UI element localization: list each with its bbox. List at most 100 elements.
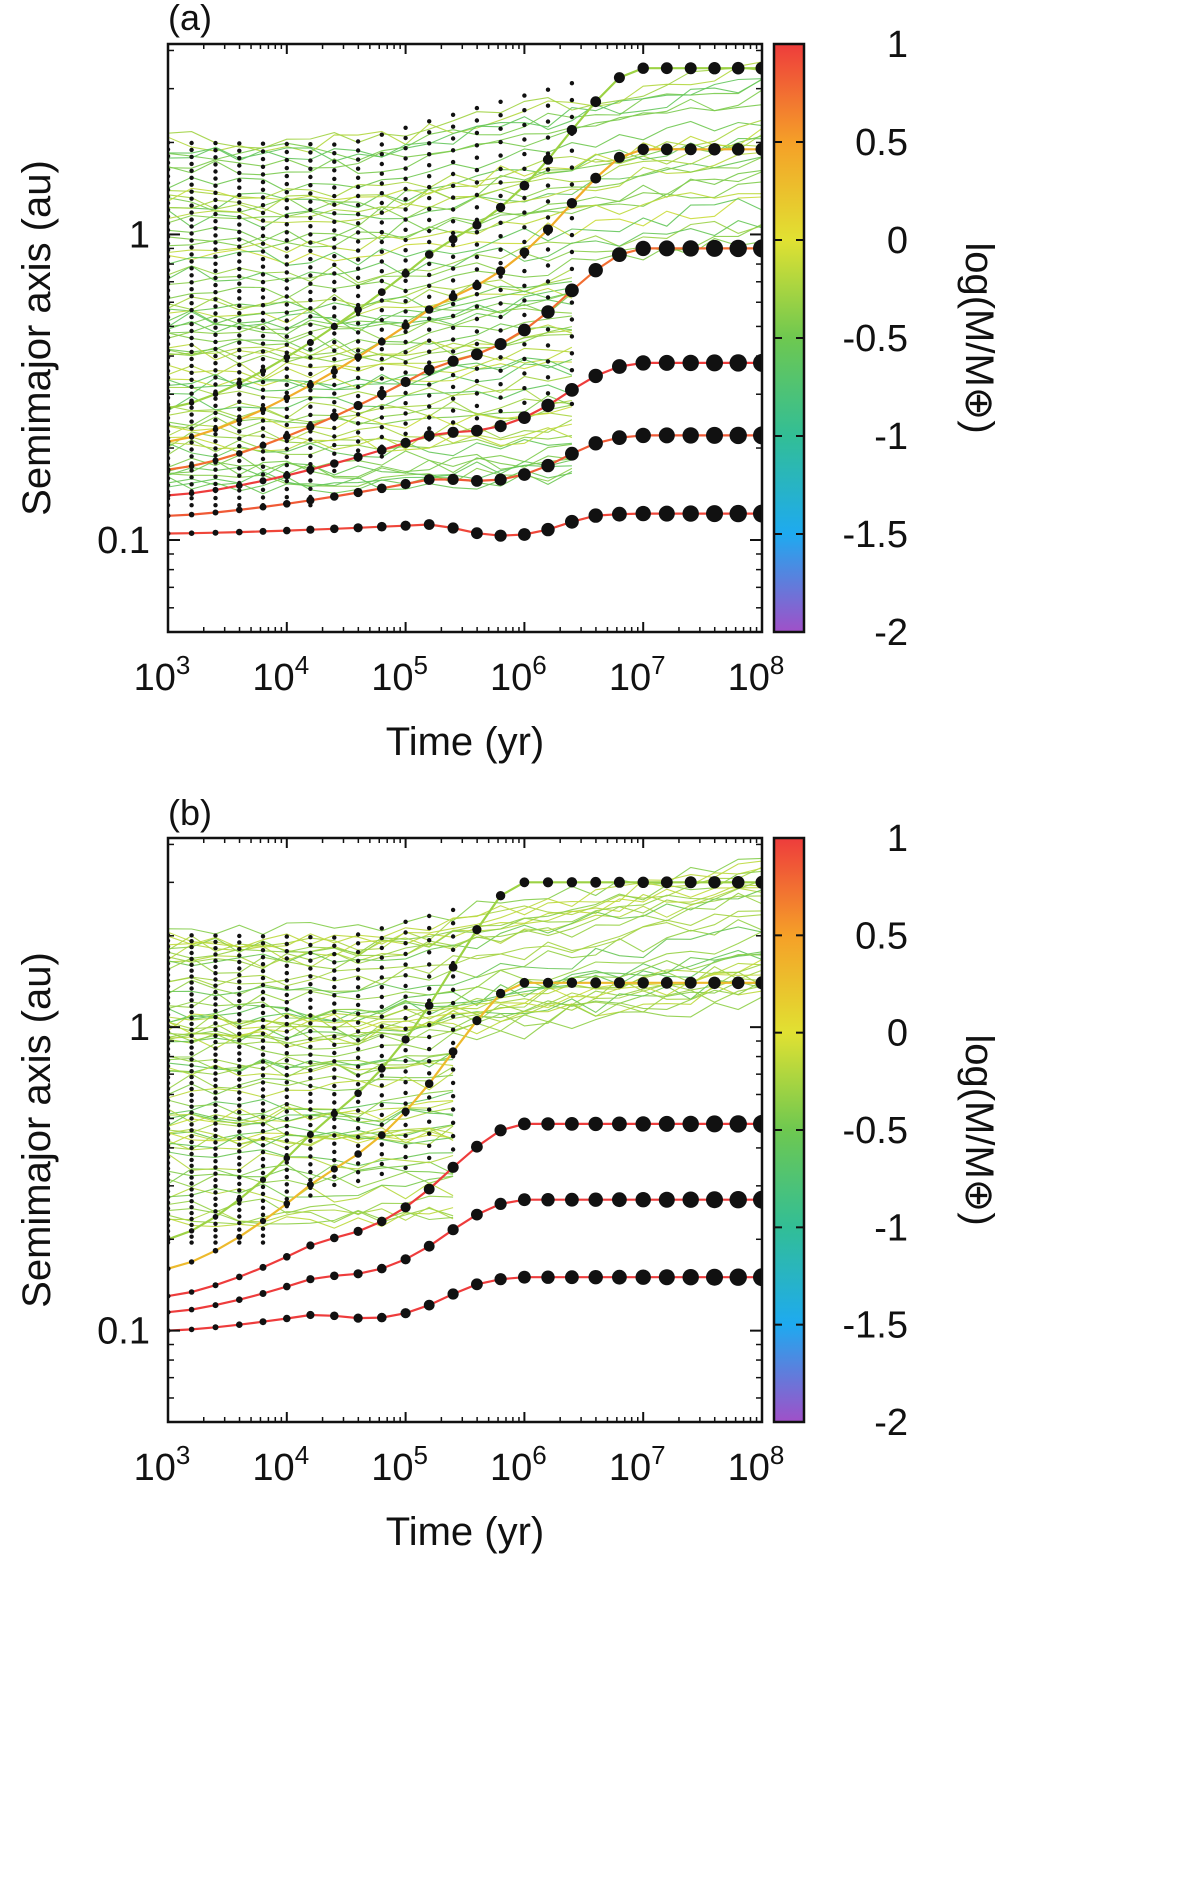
trajectory-line: [168, 171, 762, 247]
body-dot: [498, 153, 503, 158]
body-dot: [237, 1162, 242, 1167]
y-tick-label: 0.1: [97, 520, 150, 562]
body-dot: [284, 342, 289, 347]
body-dot: [403, 197, 408, 202]
body-dot: [403, 329, 408, 334]
planet-dot: [259, 477, 267, 485]
body-dot: [213, 332, 218, 337]
body-dot: [284, 495, 289, 500]
body-dot: [260, 1066, 266, 1071]
body-dot: [213, 1221, 218, 1227]
body-dot: [379, 994, 384, 1000]
body-dot: [260, 203, 266, 208]
planet-dot: [495, 988, 506, 999]
planet-dot: [306, 339, 314, 346]
body-dot: [355, 976, 361, 981]
trajectory-line: [168, 361, 572, 390]
planet-dot: [306, 465, 315, 474]
body-dot: [427, 272, 432, 278]
body-dot: [308, 224, 313, 229]
body-dot: [474, 205, 480, 210]
planet-dot: [423, 1240, 435, 1252]
body-dot: [237, 1220, 242, 1226]
planet-series-5: [168, 142, 762, 445]
body-dot: [332, 159, 337, 164]
body-dot: [569, 334, 575, 339]
planet-dot: [541, 458, 555, 473]
body-dot: [189, 273, 194, 278]
body-dot: [569, 266, 575, 272]
body-dot: [427, 1107, 432, 1112]
body-dot: [189, 440, 194, 445]
body-dot: [379, 269, 384, 274]
trajectory-line: [168, 119, 762, 199]
body-dot: [189, 231, 194, 236]
body-dot: [545, 247, 551, 252]
body-dot: [189, 1134, 194, 1139]
body-dot: [379, 1034, 384, 1039]
body-dot: [189, 314, 194, 320]
body-dot: [522, 210, 527, 215]
body-dot: [308, 997, 313, 1002]
body-dot: [284, 992, 289, 998]
body-dot: [284, 350, 289, 355]
body-dot: [545, 359, 551, 364]
body-dot: [260, 303, 266, 308]
body-dot: [332, 442, 337, 448]
body-dot: [403, 401, 408, 406]
planet-dot: [400, 1202, 411, 1213]
body-dot: [332, 1050, 337, 1056]
planet-dot: [400, 520, 411, 531]
body-dot: [403, 1005, 408, 1010]
planet-dot: [541, 522, 555, 537]
body-dot: [189, 287, 194, 292]
body-dot: [213, 1184, 218, 1189]
body-dot: [237, 1181, 242, 1187]
body-dot: [308, 1162, 313, 1167]
body-dot: [189, 1175, 194, 1180]
planet-dot: [588, 263, 603, 278]
body-dot: [379, 1093, 384, 1098]
planet-dot: [753, 504, 762, 523]
body-dot: [355, 366, 361, 371]
planet-dot: [729, 426, 747, 445]
y-tick-label: 1: [129, 1007, 150, 1049]
trajectory-line: [168, 78, 762, 162]
body-dot: [284, 1123, 289, 1129]
body-dot: [427, 962, 432, 967]
body-dot: [427, 1155, 432, 1161]
planet-dot: [448, 292, 458, 302]
planet-dot: [259, 1176, 267, 1183]
planet-dot: [212, 1247, 219, 1254]
body-dot: [332, 1042, 337, 1048]
body-dot: [332, 451, 337, 456]
body-dot: [332, 176, 337, 182]
body-dot: [450, 396, 456, 401]
body-dot: [403, 350, 408, 355]
body-dot: [260, 1080, 266, 1085]
body-dot: [260, 968, 266, 974]
trajectory-line: [168, 196, 762, 265]
body-dot: [403, 207, 408, 212]
planet-dot: [494, 1273, 507, 1286]
planet-dot: [236, 380, 243, 387]
body-dot: [189, 1222, 194, 1228]
planet-dot: [377, 337, 386, 346]
body-dot: [450, 384, 456, 390]
body-dot: [260, 1184, 266, 1190]
body-dot: [545, 391, 551, 396]
planet-dot: [377, 445, 387, 455]
body-dot: [379, 230, 384, 235]
body-dot: [189, 1004, 194, 1009]
body-dot: [332, 1149, 337, 1155]
body-dot: [498, 301, 503, 306]
colorbar-tick-label: -2: [874, 1402, 908, 1444]
body-dot: [284, 382, 289, 387]
planet-dot: [706, 1268, 723, 1286]
planet-dot: [753, 1268, 762, 1287]
body-dot: [260, 955, 266, 960]
body-dot: [332, 468, 337, 474]
body-dot: [474, 105, 480, 111]
body-dot: [332, 951, 337, 957]
trajectory-line: [168, 292, 573, 331]
